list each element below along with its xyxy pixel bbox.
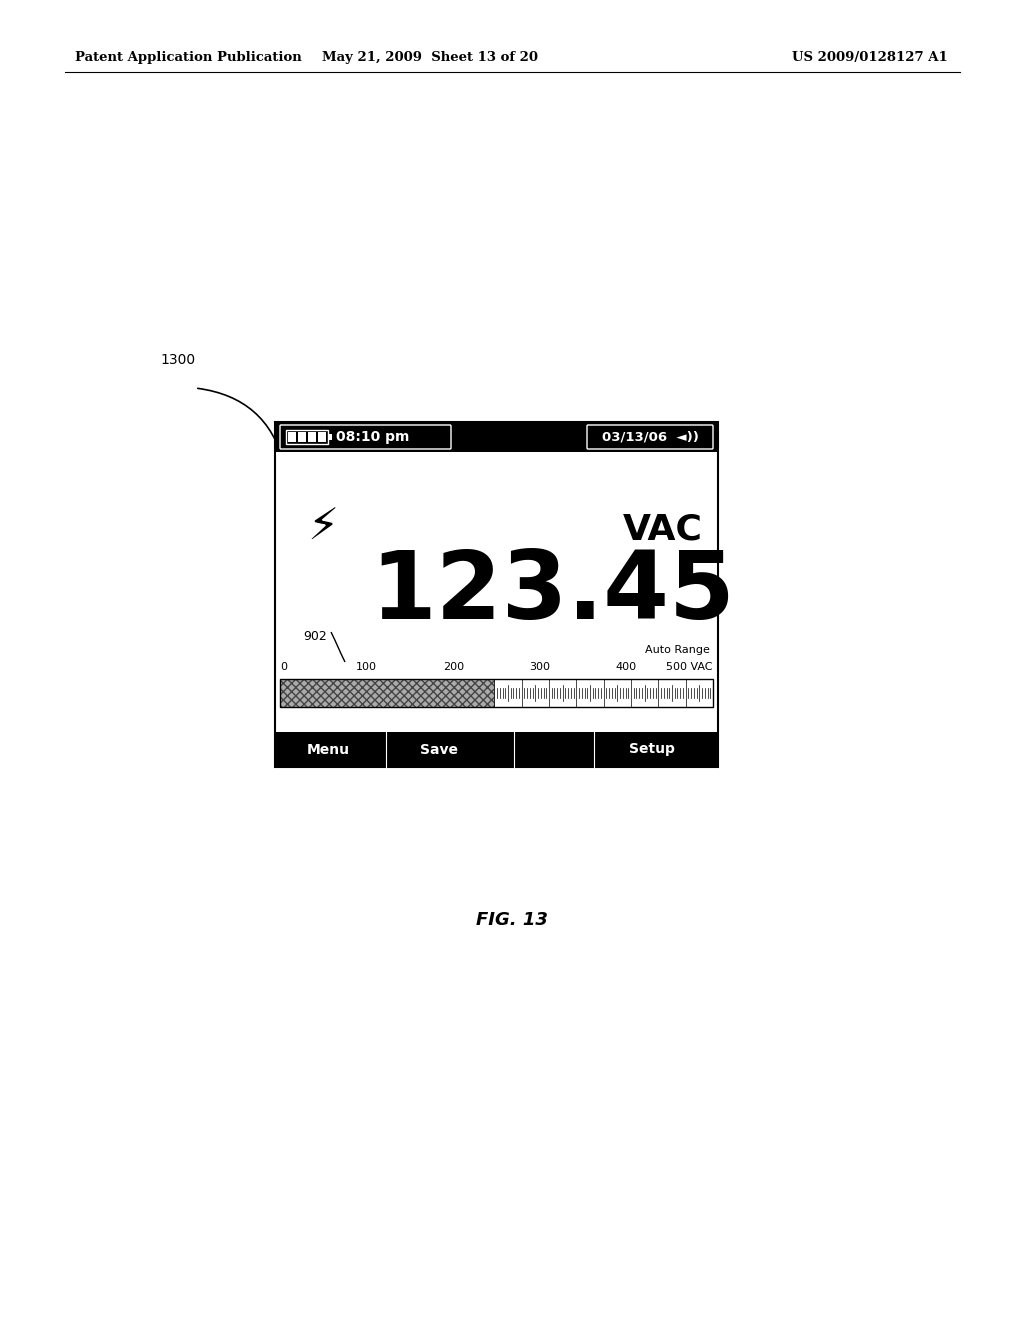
Text: US 2009/0128127 A1: US 2009/0128127 A1 — [793, 51, 948, 65]
Bar — [275, 733, 718, 767]
Text: VAC: VAC — [624, 512, 703, 546]
Bar — [288, 432, 296, 442]
Text: 100: 100 — [356, 663, 377, 672]
Text: Auto Range: Auto Range — [645, 645, 710, 655]
Bar — [318, 432, 326, 442]
FancyBboxPatch shape — [587, 425, 713, 449]
Text: ⚡: ⚡ — [307, 506, 339, 549]
Bar — [298, 432, 306, 442]
Text: 03/13/06  ◄)): 03/13/06 ◄)) — [601, 430, 698, 444]
Bar — [275, 422, 718, 451]
Text: 300: 300 — [529, 663, 550, 672]
Text: Setup: Setup — [629, 742, 675, 756]
Text: May 21, 2009  Sheet 13 of 20: May 21, 2009 Sheet 13 of 20 — [322, 51, 538, 65]
Bar — [280, 678, 495, 708]
Text: Patent Application Publication: Patent Application Publication — [75, 51, 302, 65]
Bar — [275, 422, 718, 767]
Text: FIG. 13: FIG. 13 — [476, 911, 548, 929]
Text: 902: 902 — [303, 631, 327, 644]
Bar — [308, 432, 316, 442]
Text: 500 VAC: 500 VAC — [667, 663, 713, 672]
Text: Save: Save — [420, 742, 458, 756]
Text: 400: 400 — [615, 663, 637, 672]
FancyBboxPatch shape — [280, 425, 451, 449]
Bar — [280, 678, 713, 708]
Text: 0: 0 — [280, 663, 287, 672]
Text: 08:10 pm: 08:10 pm — [336, 430, 410, 444]
Text: Menu: Menu — [306, 742, 349, 756]
Text: 1300: 1300 — [160, 352, 196, 367]
Text: 123.45: 123.45 — [370, 546, 735, 639]
Bar — [280, 678, 495, 708]
Bar — [286, 430, 328, 444]
Bar — [328, 434, 332, 440]
Text: 200: 200 — [442, 663, 464, 672]
Bar — [495, 678, 713, 708]
